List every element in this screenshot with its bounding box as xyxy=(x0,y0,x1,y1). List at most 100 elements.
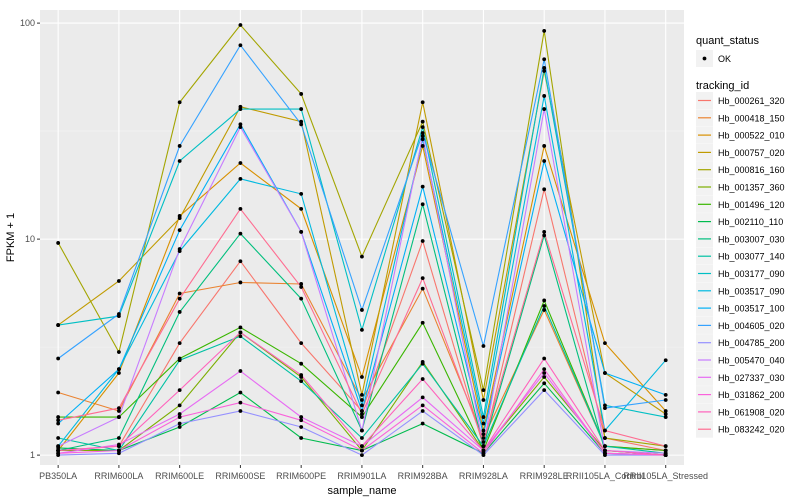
data-point xyxy=(542,308,547,312)
data-point xyxy=(117,406,121,411)
data-point xyxy=(420,403,425,408)
data-point xyxy=(177,310,182,314)
data-point xyxy=(177,403,182,408)
data-point xyxy=(177,100,182,105)
data-point xyxy=(299,107,304,111)
data-point xyxy=(663,448,668,453)
data-point xyxy=(117,415,121,419)
data-point xyxy=(481,440,486,444)
data-point xyxy=(299,229,304,234)
legend-label-tracking-id: Hb_000757_020 xyxy=(718,148,785,158)
data-point xyxy=(603,444,607,449)
data-point xyxy=(481,398,486,402)
data-point xyxy=(420,137,425,142)
data-point xyxy=(420,184,425,189)
legend-label-tracking-id: Hb_061908_020 xyxy=(718,407,785,417)
data-point xyxy=(117,409,121,413)
data-point xyxy=(481,432,486,437)
data-point xyxy=(420,395,425,400)
data-point xyxy=(481,344,486,348)
data-point xyxy=(542,367,547,372)
data-point xyxy=(420,276,425,280)
x-tick-label: RRII105LA_Control xyxy=(566,471,644,481)
data-point xyxy=(603,371,607,375)
data-point xyxy=(238,43,243,48)
data-point xyxy=(542,298,547,303)
x-tick-label: RRIM600SE xyxy=(215,471,265,481)
legend-label-quant-status: OK xyxy=(718,54,731,64)
data-point xyxy=(177,228,182,233)
data-point xyxy=(603,403,607,408)
legend-label-tracking-id: Hb_000522_010 xyxy=(718,131,785,141)
data-point xyxy=(360,444,364,449)
data-point xyxy=(238,107,243,111)
data-point xyxy=(360,327,364,332)
series-points xyxy=(56,23,668,458)
data-point xyxy=(360,308,364,312)
x-axis: PB350LA RRIM600LA RRIM600LE RRIM600SE RRIM60… xyxy=(39,465,708,481)
legend: quant_status OK tracking_id Hb_000261_32… xyxy=(696,35,785,438)
data-point xyxy=(360,375,364,379)
legend-label-tracking-id: Hb_003077_140 xyxy=(718,252,785,262)
data-point xyxy=(238,206,243,211)
data-point xyxy=(481,448,486,453)
data-point xyxy=(299,425,304,429)
data-point xyxy=(117,350,121,354)
data-point xyxy=(299,206,304,211)
x-tick-label: PB350LA xyxy=(39,471,77,481)
data-point xyxy=(117,367,121,372)
data-point xyxy=(117,371,121,375)
data-point xyxy=(177,159,182,163)
data-point xyxy=(481,415,486,419)
data-point xyxy=(299,436,304,440)
data-point xyxy=(56,323,61,327)
data-point xyxy=(299,282,304,286)
x-tick-label: RRIM901LA xyxy=(337,471,386,481)
data-point xyxy=(420,144,425,148)
data-point xyxy=(603,448,607,453)
legend-title-quant-status: quant_status xyxy=(696,35,759,47)
data-point xyxy=(481,388,486,392)
data-point xyxy=(177,296,182,301)
data-point xyxy=(420,361,425,366)
legend-label-tracking-id: Hb_002110_110 xyxy=(718,217,783,227)
data-point xyxy=(117,436,121,440)
data-point xyxy=(56,415,61,419)
y-tick-label: 100 xyxy=(20,18,35,28)
data-point xyxy=(420,377,425,381)
data-point xyxy=(299,373,304,377)
legend-tracking-id-entries: Hb_000261_320 Hb_000418_150 Hb_000522_010 H… xyxy=(696,92,785,438)
data-point xyxy=(299,341,304,346)
data-point xyxy=(117,279,121,283)
data-point xyxy=(603,451,607,456)
data-point xyxy=(238,325,243,330)
data-point xyxy=(177,247,182,251)
data-point xyxy=(420,134,425,138)
data-point xyxy=(603,428,607,433)
data-point xyxy=(420,131,425,135)
legend-label-tracking-id: Hb_005470_040 xyxy=(718,356,785,366)
data-point xyxy=(177,421,182,426)
data-point xyxy=(663,453,668,458)
x-axis-title: sample_name xyxy=(327,485,396,497)
data-point xyxy=(177,425,182,429)
data-point xyxy=(177,415,182,419)
data-point xyxy=(542,144,547,148)
data-point xyxy=(603,341,607,346)
data-point xyxy=(238,23,243,27)
data-point xyxy=(238,369,243,373)
data-point xyxy=(299,92,304,96)
data-point xyxy=(542,381,547,386)
legend-label-tracking-id: Hb_000261_320 xyxy=(718,96,785,106)
data-point xyxy=(481,444,486,449)
data-point xyxy=(117,312,121,316)
data-point xyxy=(663,412,668,416)
data-point xyxy=(177,412,182,416)
data-point xyxy=(360,448,364,453)
data-point xyxy=(663,409,668,413)
data-point xyxy=(481,451,486,456)
x-tick-label: RRIM928BA xyxy=(398,471,448,481)
data-point xyxy=(542,66,547,70)
data-point xyxy=(663,415,668,419)
data-point xyxy=(56,451,61,456)
